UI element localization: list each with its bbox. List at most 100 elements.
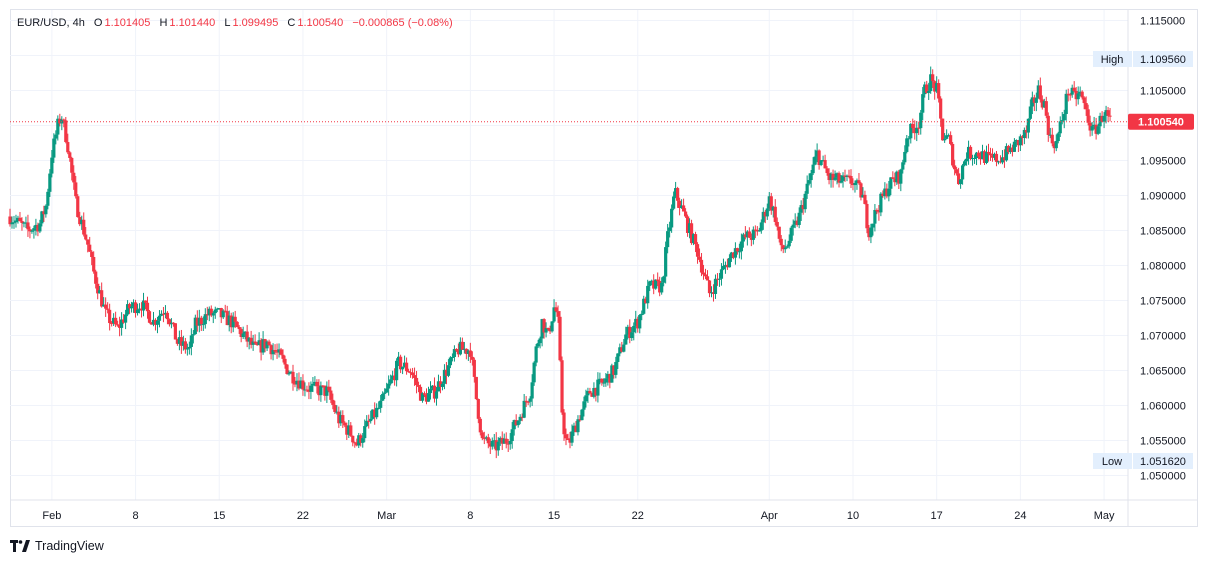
legend-close-label: C [287,17,296,29]
candle-down [64,120,68,143]
candle-down [548,328,552,332]
candle-down [703,274,708,277]
candle-down [1024,129,1028,133]
candle-up [1014,140,1018,142]
candle-up [1042,101,1046,108]
candle-down [747,231,751,238]
candle-down [68,152,72,158]
candle-down [223,310,227,312]
low-tag-label: Low [1102,456,1122,468]
candle-up [974,152,979,158]
candle-down [849,175,853,184]
candle-down [891,177,895,179]
candle-down [564,434,568,439]
last-price-value: 1.100540 [1138,117,1184,129]
legend-low-label: L [224,17,231,29]
candle-up [193,317,197,335]
candle-down [735,248,739,252]
candle-up [46,191,50,206]
candle-down [72,172,76,183]
tradingview-brand[interactable]: TradingView [10,539,104,553]
candle-up [909,123,913,139]
candle-up [1062,114,1066,121]
candle-up [873,209,877,224]
candle-up [624,334,628,345]
candle-up [518,416,522,421]
candle-up [50,157,54,174]
candle-up [984,151,989,164]
candle-down [225,311,229,326]
legend-symbol: EUR/USD, 4h [17,17,85,29]
candle-down [94,271,98,284]
candle-down [84,234,88,240]
candle-up [34,224,38,229]
candle-down [195,317,199,326]
candle-down [998,161,1003,163]
candle-down [341,415,345,423]
candle-up [839,180,843,183]
candle-down [239,329,243,338]
candle-down [715,278,720,280]
candle-down [949,135,953,144]
candle-up [580,409,584,421]
candle-up [729,252,734,259]
candle-down [652,280,656,289]
candle-up [10,222,14,225]
candle-up [357,435,361,446]
candle-up [791,224,795,228]
candle-down [478,418,482,433]
candle-down [867,228,871,238]
candle-up [120,319,124,328]
candle-down [594,387,598,396]
candle-up [311,383,315,386]
candle-down [546,328,550,330]
candle-down [500,437,504,444]
candle-up [793,220,797,225]
candle-up [428,388,433,394]
candle-up [1012,141,1017,152]
candle-up [129,306,134,309]
candle-up [1018,136,1022,146]
candle-up [572,425,576,432]
candle-down [753,229,757,231]
y-tick-label: 1.055000 [1140,436,1186,448]
candle-down [893,178,897,183]
candle-down [205,314,209,316]
candle-up [614,361,618,375]
candle-down [235,321,239,327]
x-tick-label: 15 [213,510,225,522]
candle-up [733,248,738,258]
candle-down [78,217,82,225]
candle-up [163,312,168,314]
candle-up [347,425,351,435]
candle-down [494,440,498,451]
candle-down [424,394,429,402]
candle-down [373,409,377,418]
candle-up [1102,115,1106,122]
candle-down [488,443,492,447]
candle-down [988,153,993,156]
candle-up [634,318,638,326]
candle-up [131,302,136,307]
candle-down [486,437,490,444]
candle-down [636,318,640,329]
candle-up [289,371,293,374]
candle-down [857,180,861,184]
candle-down [209,308,213,316]
candle-up [687,223,692,233]
candle-down [1084,103,1088,110]
candle-down [267,341,271,346]
candle-down [28,229,32,232]
candle-up [151,319,156,325]
candle-down [504,438,508,444]
candle-up [962,161,967,166]
candle-down [1066,93,1070,95]
candle-up [530,382,534,399]
candle-up [785,246,789,248]
candle-up [921,94,925,113]
x-tick-label: Mar [377,510,396,522]
candle-up [395,360,399,381]
candle-down [474,376,478,400]
candle-up [899,169,903,184]
